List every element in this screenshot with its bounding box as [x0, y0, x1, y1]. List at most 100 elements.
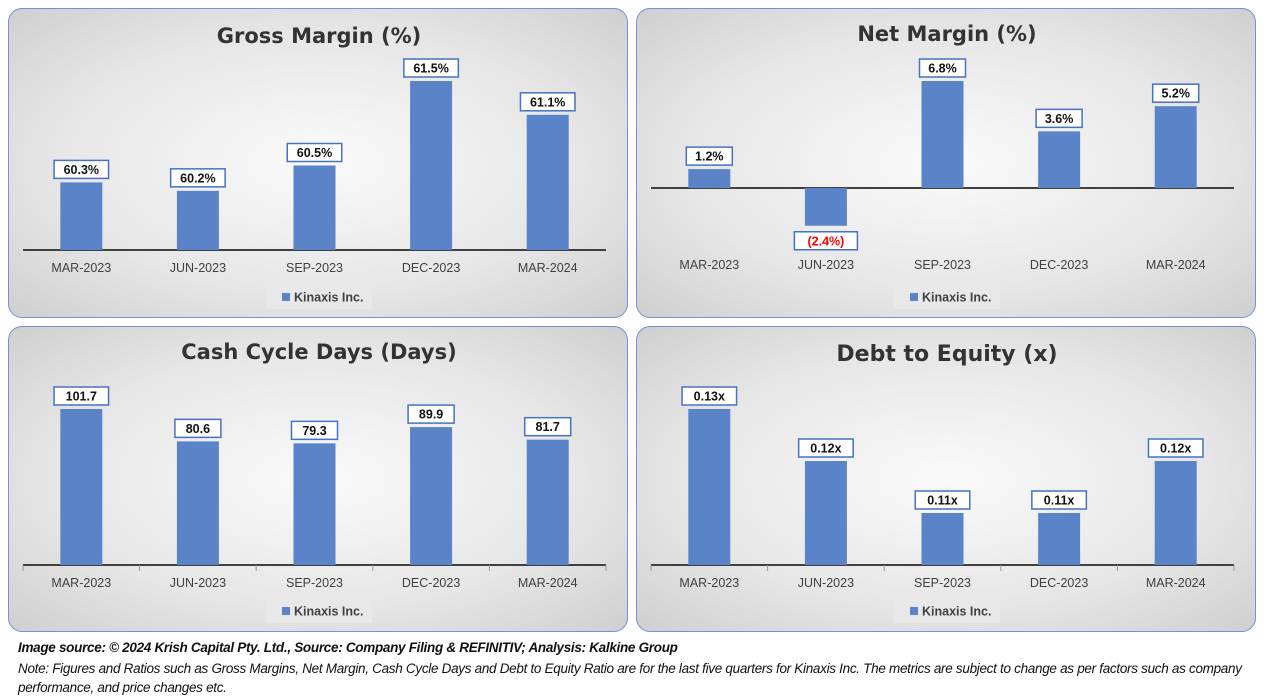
data-label: 89.9 — [419, 408, 443, 422]
category-label: SEP-2023 — [914, 576, 971, 590]
bar — [293, 443, 336, 565]
bar — [526, 114, 569, 250]
legend-label: Kinaxis Inc. — [922, 291, 991, 305]
bar — [176, 441, 219, 565]
data-label: 0.11x — [1044, 494, 1075, 508]
chart-title: Gross Margin (%) — [217, 24, 421, 48]
data-label-box — [793, 231, 859, 251]
data-label: 61.1% — [530, 95, 565, 109]
data-label: 60.5% — [297, 146, 332, 160]
category-label: MAR-2023 — [51, 576, 111, 590]
category-label: JUN-2023 — [170, 261, 226, 275]
category-label: MAR-2024 — [1146, 576, 1206, 590]
bar — [60, 409, 103, 565]
data-label: 79.3 — [302, 424, 326, 438]
category-label: MAR-2023 — [679, 258, 739, 272]
chart-svg: Net Margin (%) 1.2% MAR-2023 (2.4%) JUN-2023… — [651, 22, 1234, 309]
data-label-box — [403, 58, 460, 78]
category-label: SEP-2023 — [914, 258, 971, 272]
data-label-box — [685, 146, 734, 166]
data-label: 0.12x — [810, 442, 841, 456]
data-label-box — [1147, 438, 1204, 458]
cash-cycle-chart: Cash Cycle Days (Days) 101.7 MAR-2023 80.6 J… — [8, 326, 628, 632]
data-label-box — [523, 416, 572, 437]
bar — [1154, 106, 1197, 188]
data-label: 101.7 — [66, 390, 97, 404]
data-label-box — [681, 386, 738, 406]
data-label-box — [290, 420, 339, 441]
data-label-box — [53, 159, 110, 180]
data-label-box — [174, 418, 222, 439]
legend-swatch — [282, 607, 290, 615]
data-label: 60.2% — [180, 171, 215, 185]
chart-title: Cash Cycle Days (Days) — [181, 340, 456, 364]
data-label-box — [914, 490, 971, 510]
category-label: MAR-2024 — [518, 261, 578, 275]
bar — [1038, 131, 1081, 188]
bar — [804, 188, 847, 226]
data-label: 5.2% — [1161, 87, 1190, 101]
data-label-box — [797, 438, 854, 458]
category-label: DEC-2023 — [402, 261, 460, 275]
category-label: DEC-2023 — [402, 576, 460, 590]
category-label: SEP-2023 — [286, 261, 343, 275]
data-label-box — [1151, 83, 1200, 103]
data-label-box — [53, 386, 110, 406]
bar — [1038, 513, 1081, 565]
data-label: 3.6% — [1045, 112, 1074, 126]
data-label-box — [918, 58, 967, 78]
bar — [60, 182, 103, 250]
data-label: 6.8% — [928, 62, 957, 76]
category-label: MAR-2023 — [679, 576, 739, 590]
data-label-box — [169, 168, 226, 188]
data-label: 80.6 — [186, 422, 210, 436]
chart-svg: Debt to Equity (x) 0.13x MAR-2023 0.12x JUN-… — [650, 342, 1235, 623]
bar — [921, 513, 964, 565]
chart-title: Net Margin (%) — [857, 22, 1036, 46]
data-label: 0.11x — [927, 494, 958, 508]
data-label: 60.3% — [64, 163, 99, 177]
bar — [410, 427, 453, 565]
image-source: Image source: © 2024 Krish Capital Pty. … — [18, 640, 678, 655]
gross-margin-chart: Gross Margin (%) 60.3% MAR-2023 60.2% JUN-20… — [8, 8, 628, 318]
category-label: MAR-2024 — [1146, 258, 1206, 272]
legend-swatch — [282, 293, 290, 301]
debt-to-equity-chart: Debt to Equity (x) 0.13x MAR-2023 0.12x JUN-… — [636, 326, 1256, 632]
chart-svg: Gross Margin (%) 60.3% MAR-2023 60.2% JUN-20… — [23, 24, 606, 309]
data-label-box — [1035, 108, 1083, 129]
bar — [293, 165, 336, 250]
data-label: 81.7 — [536, 420, 560, 434]
data-label-box — [407, 404, 455, 424]
bar — [921, 81, 964, 188]
data-label: 61.5% — [413, 62, 448, 76]
category-label: MAR-2023 — [51, 261, 111, 275]
bar — [688, 169, 731, 188]
data-label: 0.12x — [1160, 442, 1191, 456]
chart-title: Debt to Equity (x) — [836, 342, 1057, 367]
data-label: (2.4%) — [807, 234, 844, 248]
data-label: 0.13x — [694, 390, 725, 404]
footnote: Note: Figures and Ratios such as Gross M… — [18, 661, 1242, 695]
category-label: DEC-2023 — [1030, 576, 1088, 590]
bar — [804, 461, 847, 565]
bar — [176, 190, 219, 250]
bar — [688, 409, 731, 565]
legend-label: Kinaxis Inc. — [922, 605, 991, 619]
bar — [526, 439, 569, 565]
bar — [1154, 461, 1197, 565]
legend-label: Kinaxis Inc. — [294, 291, 363, 305]
category-label: JUN-2023 — [798, 576, 854, 590]
data-label-box — [519, 92, 576, 112]
chart-svg: Cash Cycle Days (Days) 101.7 MAR-2023 80.6 J… — [22, 340, 607, 623]
category-label: MAR-2024 — [518, 576, 578, 590]
bar — [410, 81, 453, 250]
legend-swatch — [910, 293, 918, 301]
category-label: JUN-2023 — [170, 576, 226, 590]
data-label-box — [1031, 490, 1088, 510]
category-label: SEP-2023 — [286, 576, 343, 590]
category-label: DEC-2023 — [1030, 258, 1088, 272]
category-label: JUN-2023 — [798, 258, 854, 272]
data-label-box — [286, 142, 343, 163]
legend-swatch — [910, 607, 918, 615]
net-margin-chart: Net Margin (%) 1.2% MAR-2023 (2.4%) JUN-2023… — [636, 8, 1256, 318]
